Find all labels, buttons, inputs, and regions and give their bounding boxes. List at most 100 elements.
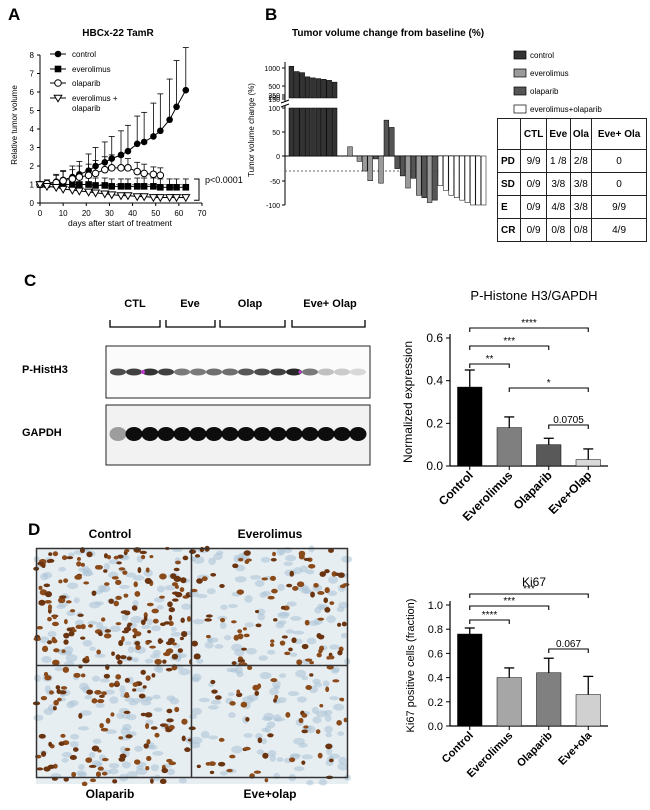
nucleus-ki67-positive (253, 770, 262, 774)
nucleus-ki67-positive (269, 575, 276, 581)
nucleus-ki67-positive (317, 617, 325, 621)
nucleus-ki67-positive (38, 599, 46, 606)
nucleus-ki67-positive (241, 647, 247, 651)
nucleus-negative (316, 603, 325, 610)
nucleus-negative (147, 745, 158, 750)
nucleus-ki67-positive (111, 651, 115, 656)
a-legend-marker (53, 94, 63, 103)
nucleus-ki67-positive (255, 623, 262, 628)
nucleus-ki67-positive (310, 591, 315, 598)
nucleus-negative (152, 694, 161, 700)
a-data-point (117, 183, 125, 190)
table-row: PD 9/9 1 /8 2/8 0 (496, 149, 647, 173)
nucleus-ki67-positive (309, 673, 314, 677)
a-data-point (173, 183, 180, 191)
nucleus-ki67-positive (179, 636, 184, 641)
nucleus-negative (246, 694, 259, 701)
nucleus-ki67-positive (179, 587, 185, 593)
nucleus-negative (283, 561, 294, 566)
gapdh-band (253, 427, 271, 441)
nucleus-ki67-positive (182, 555, 189, 561)
table-cell: 9/9 (591, 195, 647, 219)
nucleus-ki67-positive (204, 618, 212, 622)
a-data-point (42, 183, 52, 192)
nucleus-ki67-positive (166, 708, 173, 714)
significance-bracket (469, 327, 589, 332)
b-bar-everolimus (426, 155, 433, 203)
phh3-band (270, 368, 286, 376)
a-data-point (68, 175, 77, 183)
nucleus-ki67-positive (257, 737, 263, 744)
nucleus-ki67-positive (106, 554, 112, 560)
nucleus-ki67-positive (279, 640, 286, 646)
b-bar-combo (459, 155, 465, 201)
nucleus-negative (61, 751, 72, 758)
nucleus-negative (132, 657, 139, 663)
nucleus-ki67-positive (83, 581, 90, 585)
nucleus-negative (273, 685, 280, 690)
nucleus-ki67-positive (95, 564, 103, 570)
nucleus-ki67-positive (115, 579, 122, 586)
nucleus-ki67-positive (100, 727, 109, 732)
b-ytick-label: 200 (268, 95, 280, 102)
table-cell: 0/9 (520, 218, 547, 242)
a-data-point (117, 164, 125, 172)
b-axis-break (280, 99, 290, 104)
nucleus-ki67-positive (159, 595, 165, 599)
nucleus-negative (245, 647, 257, 655)
a-data-point (157, 127, 164, 135)
nucleus-negative (178, 777, 187, 784)
nucleus-negative (108, 768, 119, 775)
a-data-point (107, 191, 117, 200)
nucleus-ki67-positive (46, 640, 53, 645)
nucleus-ki67-positive (149, 645, 156, 649)
nucleus-ki67-positive (120, 610, 128, 614)
nucleus-ki67-positive (139, 550, 148, 555)
nucleus-negative (266, 721, 276, 729)
nucleus-ki67-positive (231, 661, 237, 666)
nucleus-negative (231, 643, 243, 652)
nucleus-ki67-positive (226, 768, 233, 773)
nucleus-ki67-positive (124, 747, 131, 752)
nucleus-ki67-positive (145, 567, 150, 573)
nucleus-negative (88, 751, 96, 759)
nucleus-ki67-positive (146, 755, 152, 762)
nucleus-negative (121, 761, 131, 769)
nucleus-negative (326, 615, 336, 624)
a-data-point (101, 182, 109, 189)
nucleus-ki67-positive (66, 556, 74, 560)
nucleus-negative (312, 716, 322, 724)
nucleus-negative (261, 716, 273, 721)
nucleus-negative (277, 583, 285, 592)
nucleus-negative (153, 665, 162, 673)
nucleus-negative (276, 547, 284, 556)
phh3-band (158, 368, 174, 376)
nucleus-ki67-positive (119, 753, 127, 759)
nucleus-ki67-positive (59, 595, 67, 599)
nucleus-ki67-positive (157, 638, 163, 644)
significance-label: **** (521, 318, 537, 329)
table-row: SD 0/9 3/8 3/8 0 (496, 172, 647, 196)
nucleus-ki67-positive (113, 600, 120, 607)
a-data-point (101, 165, 109, 174)
a-data-point (139, 193, 149, 202)
nucleus-negative (327, 590, 338, 596)
table-cell: 3/8 (569, 172, 593, 196)
nucleus-ki67-positive (308, 563, 316, 569)
legend-combo-line1: everolimus + (72, 94, 118, 103)
nucleus-negative (292, 630, 305, 635)
nucleus-ki67-positive (243, 550, 251, 556)
significance-bracket (469, 619, 510, 624)
nucleus-ki67-positive (165, 667, 173, 672)
a-data-point (108, 183, 116, 190)
a-xtick-label: 0 (38, 209, 43, 218)
nucleus-ki67-positive (47, 764, 55, 770)
nucleus-negative (198, 697, 211, 703)
a-data-point (140, 138, 148, 146)
nucleus-ki67-positive (292, 585, 299, 591)
a-data-point (75, 173, 84, 181)
b-ytick-label: 1000 (264, 66, 280, 73)
nucleus-ki67-positive (336, 720, 342, 726)
nucleus-ki67-positive (264, 778, 269, 783)
legend-b-everolimus: everolimus (530, 69, 569, 78)
